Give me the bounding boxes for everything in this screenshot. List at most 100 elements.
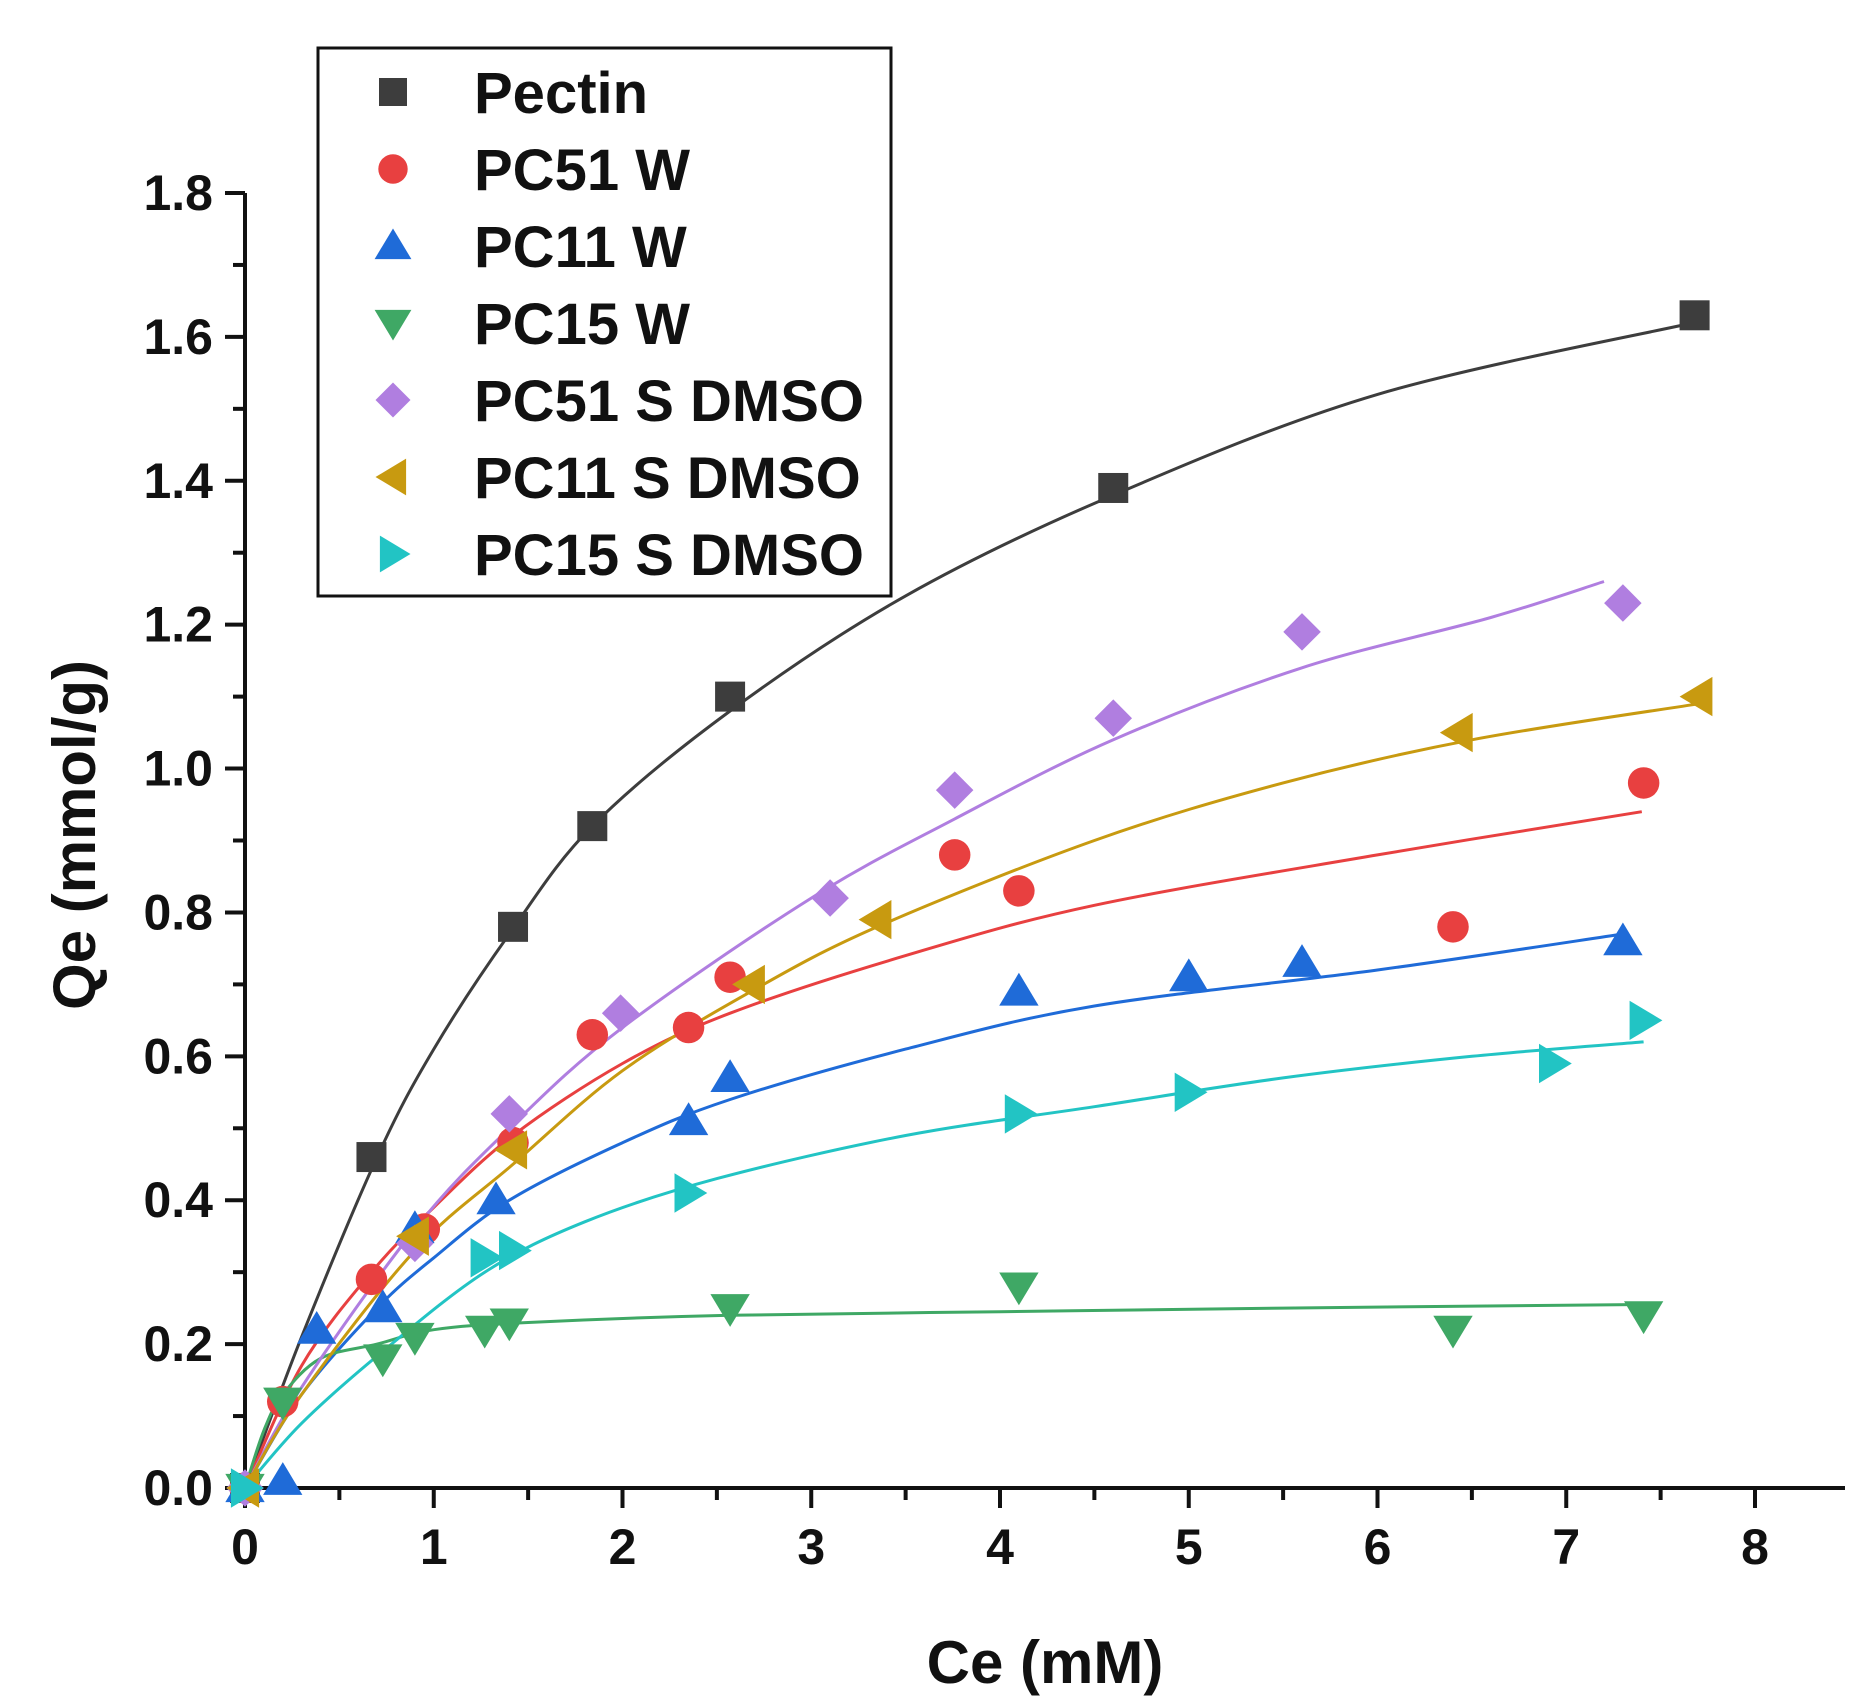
pc11-w-point (1282, 944, 1322, 977)
pc51-s-dmso-point (935, 771, 974, 809)
pc15-s-dmso-point (674, 1173, 708, 1213)
pc15-w-point (999, 1272, 1039, 1306)
pc15-s-dmso-legend-marker (379, 535, 411, 573)
pc11-s-dmso-point (858, 900, 892, 940)
pc15-w-point (465, 1315, 505, 1349)
pc11-w-point (710, 1059, 750, 1092)
axes (225, 191, 1845, 1508)
data-points (225, 300, 1713, 1508)
pc51-w-point (672, 1011, 705, 1044)
x-tick-label: 1 (420, 1519, 448, 1575)
x-tick-label: 7 (1552, 1519, 1580, 1575)
x-tick-label: 6 (1364, 1519, 1392, 1575)
pc11-w-point (476, 1181, 516, 1215)
y-tick-label: 0.0 (143, 1460, 213, 1516)
tick-labels: 0 1 2 3 4 5 6 7 8 0.0 0.2 0.4 0.6 0.8 1.0 1.2 1.4 1.6 1.8 (143, 165, 1768, 1575)
pc15-w-point (395, 1322, 435, 1356)
pc11-s-dmso-point (1679, 676, 1713, 717)
pc51-s-dmso-point (1604, 584, 1642, 622)
x-tick-label: 4 (986, 1519, 1014, 1575)
pc15-w-point (489, 1308, 529, 1342)
pc11-w-point (668, 1102, 709, 1136)
pectin-point (715, 681, 746, 712)
pc51-s-dmso-legend-label: PC51 S DMSO (474, 369, 864, 434)
y-tick-label: 0.4 (143, 1172, 213, 1228)
pectin-point (356, 1142, 387, 1173)
pc15-w-point (363, 1344, 403, 1378)
pc51-w-legend-marker (378, 154, 408, 184)
pc15-s-dmso-point (499, 1230, 532, 1271)
pectin-point (498, 911, 529, 942)
pc15-s-dmso-point (1174, 1072, 1208, 1112)
y-tick-label: 0.6 (143, 1028, 213, 1084)
pc51-w-fit-curve (243, 810, 1643, 1489)
pc11-s-dmso-fit-curve (243, 702, 1699, 1489)
pc51-s-dmso-point (1094, 699, 1132, 737)
pc11-w-legend-label: PC11 W (474, 215, 687, 280)
pc11-s-dmso-point (1439, 712, 1473, 753)
pc11-w-point (363, 1289, 403, 1323)
pc15-s-dmso-point (1629, 1000, 1663, 1040)
pc15-w-legend-marker (374, 309, 412, 341)
pc11-w-point (1603, 922, 1643, 956)
pc15-s-dmso-fit-curve (243, 1040, 1644, 1489)
y-tick-label: 0.8 (143, 884, 213, 940)
pc51-w-point (1437, 911, 1469, 943)
pc11-s-dmso-point (732, 964, 765, 1005)
y-tick-label: 1.6 (143, 309, 213, 365)
pc11-w-legend-marker (374, 228, 412, 260)
y-tick-label: 1.2 (143, 597, 213, 653)
legend: Pectin PC51 W PC11 W PC15 W PC51 S DMSO PC11 … (316, 46, 893, 598)
pectin-legend-label: Pectin (474, 61, 648, 126)
pc51-w-point (1627, 767, 1660, 799)
pc15-s-dmso-legend-label: PC15 S DMSO (474, 523, 864, 588)
pc15-w-point (710, 1294, 750, 1327)
pectin-point (1679, 300, 1710, 331)
pectin-point (1098, 472, 1129, 503)
x-axis-title: Ce (mM) (927, 1629, 1164, 1696)
pc15-w-point (1433, 1315, 1473, 1349)
pc51-s-dmso-point (601, 994, 640, 1032)
y-axis-title: Qe (mmol/g) (41, 660, 108, 1010)
pc51-s-dmso-point (1283, 613, 1321, 651)
pectin-point (577, 811, 608, 842)
x-tick-label: 5 (1175, 1519, 1203, 1575)
y-tick-label: 0.2 (143, 1316, 213, 1372)
pc15-w-legend-label: PC15 W (474, 292, 690, 357)
pc51-w-point (576, 1019, 609, 1051)
pc15-s-dmso-point (1539, 1043, 1572, 1084)
legend-box (316, 46, 893, 598)
pc11-s-dmso-point (396, 1216, 429, 1256)
pc51-w-point (938, 839, 971, 871)
x-tick-label: 0 (231, 1519, 259, 1575)
x-tick-label: 2 (609, 1519, 637, 1575)
pc15-w-point (263, 1387, 303, 1421)
pc15-s-dmso-point (230, 1468, 264, 1508)
pc11-w-point (1169, 958, 1209, 992)
pc51-s-dmso-fit-curve (243, 580, 1605, 1489)
pectin-fit-curve (243, 321, 1695, 1489)
pc51-s-dmso-legend-marker (375, 382, 411, 418)
pc51-w-point (1003, 875, 1035, 907)
pc51-w-legend-label: PC51 W (474, 138, 690, 203)
pc15-w-point (1624, 1301, 1664, 1335)
y-tick-label: 1.8 (143, 165, 213, 221)
pc11-s-dmso-point (494, 1130, 528, 1170)
pc51-s-dmso-point (490, 1095, 528, 1133)
pc15-s-dmso-point (1004, 1094, 1038, 1134)
pc11-s-dmso-legend-label: PC11 S DMSO (474, 446, 861, 511)
pc15-s-dmso-point (470, 1238, 504, 1278)
pc11-w-point (999, 972, 1039, 1006)
pc11-w-point (297, 1311, 337, 1344)
pc15-w-fit-curve (243, 1303, 1644, 1489)
y-tick-label: 1.4 (143, 453, 213, 509)
pectin-legend-marker (379, 78, 407, 106)
y-tick-label: 1.0 (143, 741, 213, 797)
pc11-w-point (263, 1462, 303, 1495)
x-tick-label: 8 (1741, 1519, 1769, 1575)
pc51-w-point (355, 1263, 388, 1296)
x-tick-label: 3 (797, 1519, 825, 1575)
pc51-s-dmso-point (811, 879, 849, 917)
pc11-s-dmso-legend-marker (375, 458, 407, 496)
